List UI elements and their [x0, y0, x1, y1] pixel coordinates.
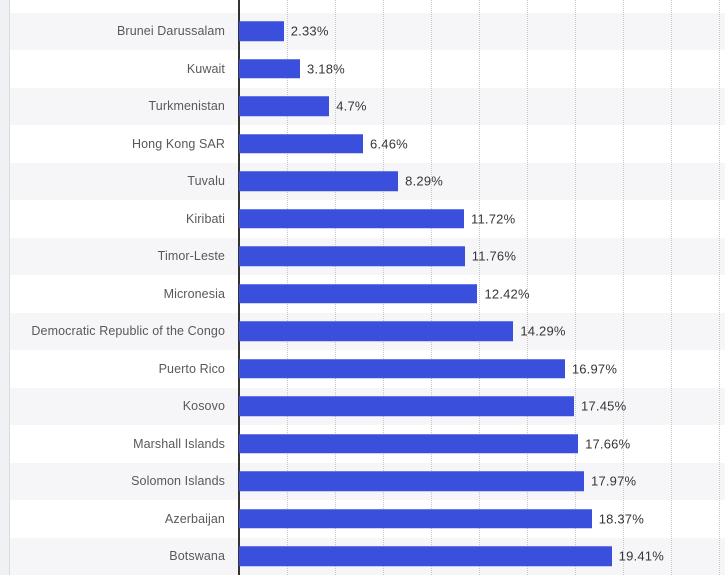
bar-row: Hong Kong SAR 6.46% — [0, 125, 725, 163]
category-label: Kuwait — [186, 61, 225, 76]
category-label: Marshall Islands — [133, 436, 225, 451]
value-label: 14.29% — [520, 323, 566, 339]
bar[interactable] — [239, 246, 465, 266]
category-label: Micronesia — [163, 286, 225, 301]
bar[interactable] — [239, 509, 592, 529]
category-label: Kosovo — [182, 399, 225, 414]
bar-row: Turkmenistan 4.7% — [0, 88, 725, 126]
bar-row: Kuwait 3.18% — [0, 50, 725, 88]
gridline — [575, 0, 576, 575]
bar[interactable] — [239, 434, 579, 454]
gridline — [479, 0, 480, 575]
bar-row: Democratic Republic of the Congo 14.29% — [0, 313, 725, 351]
page-left-gutter — [0, 0, 10, 575]
row-stripe — [10, 87, 725, 125]
bar-row: Brunei Darussalam 2.33% — [0, 13, 725, 51]
bar-row: Botswana 19.41% — [0, 538, 725, 575]
category-label: Kiribati — [185, 211, 225, 226]
value-label: 3.18% — [307, 61, 345, 77]
value-label: 16.97% — [571, 361, 618, 377]
bar[interactable] — [239, 209, 465, 229]
gridline — [623, 0, 624, 575]
bar-row: Marshall Islands 17.66% — [0, 425, 725, 463]
row-stripe — [10, 12, 725, 50]
category-label: Azerbaijan — [164, 511, 225, 526]
bar[interactable] — [239, 21, 284, 41]
category-label: Puerto Rico — [158, 361, 225, 376]
category-label: Turkmenistan — [148, 99, 225, 114]
bar-row: Kosovo 17.45% — [0, 388, 725, 426]
bar[interactable] — [239, 59, 301, 79]
value-label: 11.76% — [471, 248, 517, 264]
value-label: 4.7% — [336, 98, 367, 114]
category-label: Democratic Republic of the Congo — [31, 324, 225, 339]
bar-row: Kiribati 11.72% — [0, 200, 725, 238]
gridline — [719, 0, 720, 575]
category-label: Timor-Leste — [157, 249, 225, 264]
category-label: Hong Kong SAR — [131, 136, 225, 151]
value-label: 19.41% — [618, 548, 664, 564]
gridline — [671, 0, 672, 575]
value-label: 2.33% — [290, 23, 329, 39]
bar[interactable] — [239, 546, 612, 566]
bar[interactable] — [239, 134, 364, 154]
bar[interactable] — [239, 396, 575, 416]
bar-row: Timor-Leste 11.76% — [0, 238, 725, 276]
bar[interactable] — [239, 284, 478, 304]
value-label: 12.42% — [484, 286, 530, 302]
value-label: 17.45% — [581, 398, 627, 414]
bar[interactable] — [239, 471, 585, 491]
bar[interactable] — [239, 359, 565, 379]
value-label: 8.29% — [405, 173, 444, 189]
category-label: Solomon Islands — [131, 474, 225, 489]
category-label: Botswana — [169, 549, 225, 564]
category-label: Brunei Darussalam — [117, 24, 225, 39]
bar[interactable] — [239, 321, 514, 341]
value-label: 18.37% — [598, 511, 644, 527]
value-label: 17.97% — [591, 473, 637, 489]
bar-row: Solomon Islands 17.97% — [0, 463, 725, 501]
bar-row: Puerto Rico 16.97% — [0, 350, 725, 388]
bar-row: Micronesia 12.42% — [0, 275, 725, 313]
value-label: 11.72% — [471, 211, 516, 227]
value-label: 17.66% — [585, 436, 631, 452]
bar[interactable] — [239, 171, 399, 191]
bar-row: Azerbaijan 18.37% — [0, 500, 725, 538]
bar[interactable] — [239, 96, 330, 116]
category-label: Tuvalu — [187, 174, 225, 189]
gridline — [527, 0, 528, 575]
bar-row: Tuvalu 8.29% — [0, 163, 725, 201]
value-label: 6.46% — [370, 136, 408, 152]
